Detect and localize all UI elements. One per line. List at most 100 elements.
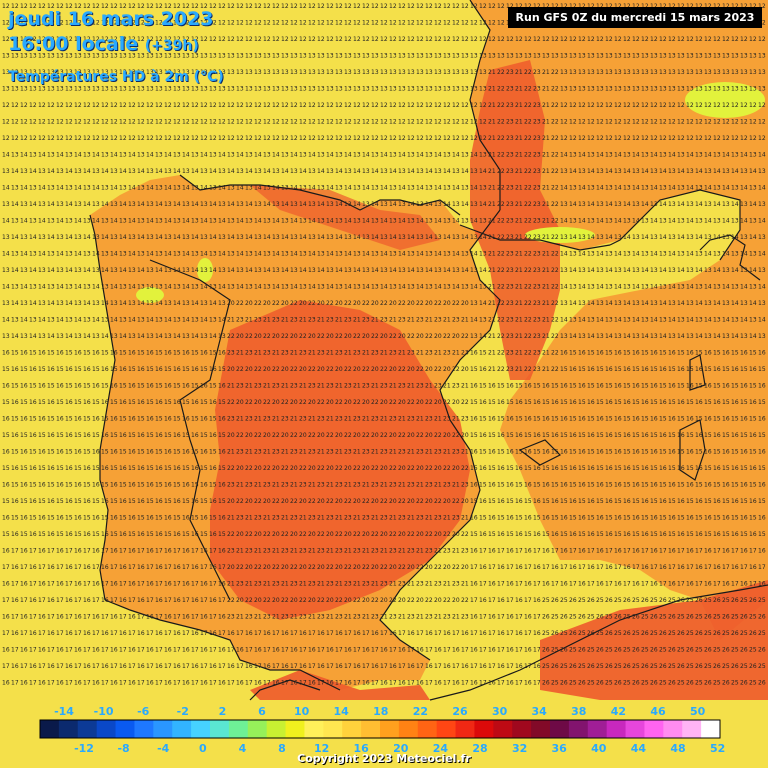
grid-value: 13 xyxy=(659,69,667,76)
grid-value: 16 xyxy=(740,416,748,423)
grid-value: 16 xyxy=(209,465,217,472)
grid-value: 15 xyxy=(164,531,172,538)
grid-value: 16 xyxy=(11,630,19,637)
grid-value: 14 xyxy=(308,152,316,159)
grid-value: 13 xyxy=(677,86,685,93)
grid-value: 14 xyxy=(659,234,667,241)
grid-value: 15 xyxy=(533,449,541,456)
grid-value: 15 xyxy=(128,399,136,406)
grid-value: 16 xyxy=(29,432,37,439)
grid-value: 13 xyxy=(758,53,766,60)
grid-value: 14 xyxy=(695,234,703,241)
grid-value: 15 xyxy=(758,366,766,373)
grid-value: 17 xyxy=(605,581,613,588)
grid-value: 21 xyxy=(362,482,370,489)
grid-value: 14 xyxy=(47,201,55,208)
grid-value: 16 xyxy=(641,531,649,538)
grid-value: 16 xyxy=(524,482,532,489)
grid-value: 12 xyxy=(200,119,208,126)
grid-value: 12 xyxy=(56,3,64,10)
grid-value: 15 xyxy=(128,498,136,505)
grid-value: 13 xyxy=(326,234,334,241)
grid-value: 15 xyxy=(65,515,73,522)
grid-value: 16 xyxy=(191,663,199,670)
grid-value: 14 xyxy=(191,201,199,208)
grid-value: 15 xyxy=(209,350,217,357)
grid-value: 16 xyxy=(677,465,685,472)
grid-value: 20 xyxy=(416,531,424,538)
grid-value: 14 xyxy=(623,168,631,175)
grid-value: 16 xyxy=(101,663,109,670)
grid-value: 16 xyxy=(218,416,226,423)
grid-value: 15 xyxy=(101,350,109,357)
grid-value: 15 xyxy=(587,482,595,489)
grid-value: 13 xyxy=(362,69,370,76)
grid-value: 13 xyxy=(596,267,604,274)
grid-value: 14 xyxy=(38,317,46,324)
legend-bottom-label: 48 xyxy=(670,742,685,752)
legend-swatch xyxy=(455,720,475,738)
grid-value: 22 xyxy=(461,399,469,406)
grid-value: 17 xyxy=(173,647,181,654)
temperature-legend: -14 -10 -6 -2 2 6 10 14 18 22 26 30 34 38 42 46 50-12 -8-… xyxy=(39,705,725,752)
grid-value: 21 xyxy=(281,449,289,456)
grid-value: 16 xyxy=(173,432,181,439)
grid-value: 13 xyxy=(758,168,766,175)
grid-value: 25 xyxy=(605,680,613,687)
grid-value: 12 xyxy=(380,119,388,126)
grid-value: 16 xyxy=(569,531,577,538)
grid-value: 23 xyxy=(452,317,460,324)
grid-value: 13 xyxy=(452,201,460,208)
grid-value: 22 xyxy=(263,531,271,538)
grid-value: 17 xyxy=(758,564,766,571)
grid-value: 23 xyxy=(362,515,370,522)
grid-value: 23 xyxy=(326,383,334,390)
grid-value: 15 xyxy=(137,416,145,423)
grid-value: 17 xyxy=(191,614,199,621)
grid-value: 23 xyxy=(506,185,514,192)
grid-value: 15 xyxy=(731,350,739,357)
grid-value: 16 xyxy=(659,564,667,571)
grid-value: 21 xyxy=(542,251,550,258)
grid-value: 14 xyxy=(713,300,721,307)
grid-value: 16 xyxy=(740,515,748,522)
grid-value: 21 xyxy=(488,218,496,225)
grid-value: 12 xyxy=(254,119,262,126)
grid-value: 16 xyxy=(488,647,496,654)
grid-value: 17 xyxy=(38,630,46,637)
grid-value: 15 xyxy=(506,399,514,406)
grid-value: 17 xyxy=(335,647,343,654)
grid-value: 16 xyxy=(218,548,226,555)
grid-value: 12 xyxy=(281,3,289,10)
grid-value: 13 xyxy=(686,300,694,307)
grid-value: 14 xyxy=(677,267,685,274)
grid-value: 16 xyxy=(182,383,190,390)
grid-value: 14 xyxy=(74,185,82,192)
grid-value: 23 xyxy=(389,482,397,489)
grid-value: 13 xyxy=(605,152,613,159)
grid-value: 14 xyxy=(272,251,280,258)
grid-value: 12 xyxy=(200,3,208,10)
grid-value: 21 xyxy=(335,581,343,588)
grid-value: 12 xyxy=(92,3,100,10)
grid-value: 16 xyxy=(20,680,28,687)
grid-value: 14 xyxy=(380,152,388,159)
grid-value: 21 xyxy=(488,267,496,274)
grid-value: 13 xyxy=(470,333,478,340)
grid-value: 12 xyxy=(101,135,109,142)
grid-value: 26 xyxy=(587,630,595,637)
grid-value: 14 xyxy=(29,333,37,340)
grid-value: 23 xyxy=(389,416,397,423)
grid-value: 15 xyxy=(686,465,694,472)
grid-value: 15 xyxy=(29,416,37,423)
grid-value: 15 xyxy=(722,366,730,373)
grid-value: 21 xyxy=(515,300,523,307)
grid-value: 16 xyxy=(578,449,586,456)
grid-value: 16 xyxy=(200,515,208,522)
grid-value: 12 xyxy=(371,20,379,27)
grid-value: 17 xyxy=(38,663,46,670)
grid-value: 13 xyxy=(506,53,514,60)
grid-value: 13 xyxy=(11,69,19,76)
grid-value: 23 xyxy=(533,284,541,291)
grid-value: 12 xyxy=(488,3,496,10)
